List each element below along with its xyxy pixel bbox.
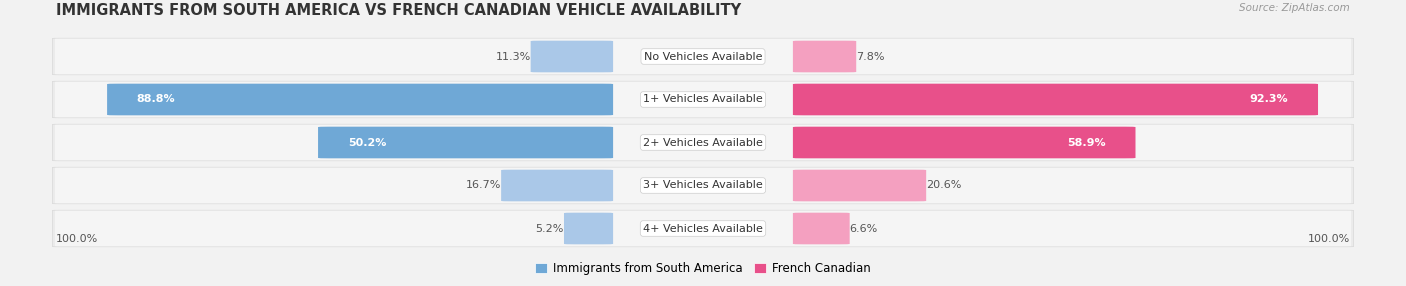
FancyBboxPatch shape: [793, 170, 927, 201]
FancyBboxPatch shape: [530, 41, 613, 72]
Text: 2+ Vehicles Available: 2+ Vehicles Available: [643, 138, 763, 148]
FancyBboxPatch shape: [107, 84, 613, 115]
Text: 88.8%: 88.8%: [136, 94, 176, 104]
FancyBboxPatch shape: [55, 211, 1351, 246]
FancyBboxPatch shape: [52, 81, 1354, 118]
Text: 5.2%: 5.2%: [536, 223, 564, 233]
Text: 3+ Vehicles Available: 3+ Vehicles Available: [643, 180, 763, 190]
Legend: Immigrants from South America, French Canadian: Immigrants from South America, French Ca…: [530, 258, 876, 280]
Text: 4+ Vehicles Available: 4+ Vehicles Available: [643, 223, 763, 233]
Text: 50.2%: 50.2%: [347, 138, 387, 148]
Text: 16.7%: 16.7%: [465, 180, 501, 190]
FancyBboxPatch shape: [55, 168, 1351, 203]
FancyBboxPatch shape: [793, 127, 1136, 158]
FancyBboxPatch shape: [55, 82, 1351, 117]
FancyBboxPatch shape: [52, 210, 1354, 247]
Text: 58.9%: 58.9%: [1067, 138, 1105, 148]
FancyBboxPatch shape: [793, 84, 1317, 115]
Text: IMMIGRANTS FROM SOUTH AMERICA VS FRENCH CANADIAN VEHICLE AVAILABILITY: IMMIGRANTS FROM SOUTH AMERICA VS FRENCH …: [56, 3, 741, 18]
Text: 100.0%: 100.0%: [1308, 234, 1350, 244]
Text: 7.8%: 7.8%: [856, 51, 884, 61]
FancyBboxPatch shape: [318, 127, 613, 158]
Text: 11.3%: 11.3%: [495, 51, 530, 61]
Text: 6.6%: 6.6%: [849, 223, 877, 233]
FancyBboxPatch shape: [52, 167, 1354, 204]
Text: 92.3%: 92.3%: [1250, 94, 1288, 104]
Text: 20.6%: 20.6%: [927, 180, 962, 190]
FancyBboxPatch shape: [55, 39, 1351, 74]
Text: 100.0%: 100.0%: [56, 234, 98, 244]
FancyBboxPatch shape: [793, 41, 856, 72]
FancyBboxPatch shape: [793, 213, 849, 244]
FancyBboxPatch shape: [52, 38, 1354, 75]
FancyBboxPatch shape: [564, 213, 613, 244]
FancyBboxPatch shape: [501, 170, 613, 201]
FancyBboxPatch shape: [55, 125, 1351, 160]
Text: Source: ZipAtlas.com: Source: ZipAtlas.com: [1239, 3, 1350, 13]
FancyBboxPatch shape: [52, 124, 1354, 161]
Text: No Vehicles Available: No Vehicles Available: [644, 51, 762, 61]
Text: 1+ Vehicles Available: 1+ Vehicles Available: [643, 94, 763, 104]
